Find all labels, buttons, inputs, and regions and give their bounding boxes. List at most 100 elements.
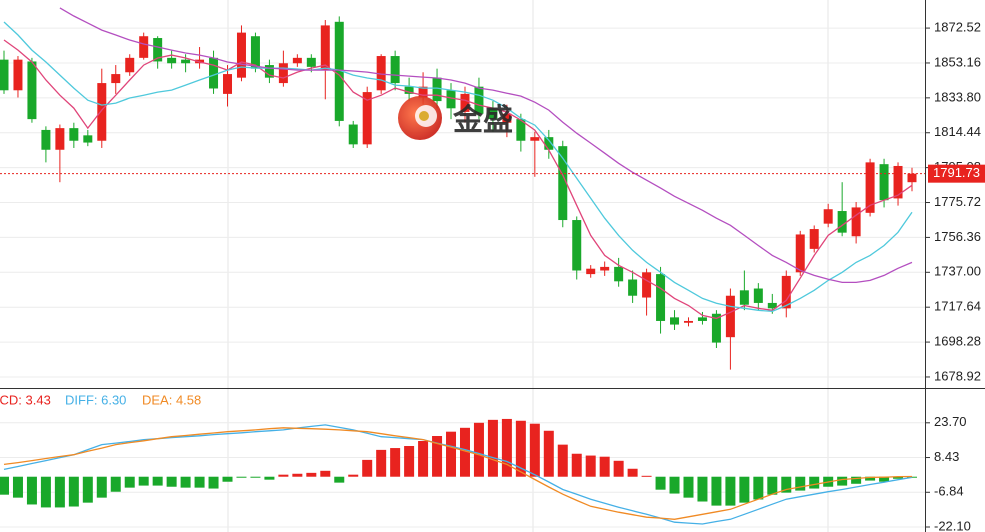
macd-bar xyxy=(82,476,93,503)
y-tick-label: 23.70 xyxy=(934,414,967,429)
candle-body xyxy=(544,137,554,150)
macd-bar xyxy=(264,476,275,480)
macd-bar xyxy=(194,476,205,488)
candle-body xyxy=(348,124,358,145)
macd-bar xyxy=(501,418,512,477)
y-tick-label: 1833.80 xyxy=(934,89,981,104)
macd-bar xyxy=(26,476,37,505)
macd-bar xyxy=(543,430,554,477)
candle-body xyxy=(753,288,763,303)
watermark: 金盛 xyxy=(398,96,513,140)
candle-body xyxy=(0,59,9,91)
candle-body xyxy=(893,165,903,199)
candle-body xyxy=(264,65,274,78)
y-tick-label: 1853.16 xyxy=(934,54,981,69)
y-tick-label: 1872.52 xyxy=(934,20,981,35)
candle-body xyxy=(767,302,777,309)
macd-bar xyxy=(669,476,680,494)
macd-bar xyxy=(627,468,638,477)
macd-bar xyxy=(250,476,261,478)
candle-body xyxy=(13,59,23,91)
macd-bar xyxy=(795,476,806,491)
macd-bar xyxy=(599,456,610,477)
macd-bar xyxy=(292,473,303,477)
candle-body xyxy=(879,164,889,201)
candle-body xyxy=(795,234,805,273)
macd-bar xyxy=(222,476,233,482)
legend-entry: DEA: 4.58 xyxy=(142,392,201,407)
candle-body xyxy=(125,57,135,73)
macd-bar xyxy=(152,476,163,486)
candle-body xyxy=(628,279,638,296)
macd-bar xyxy=(697,476,708,502)
y-tick-label: 1678.92 xyxy=(934,368,981,383)
candle-body xyxy=(181,59,191,64)
candle-body xyxy=(236,32,246,78)
y-tick-label: 1698.28 xyxy=(934,334,981,349)
macd-line xyxy=(3,427,913,520)
candle-body xyxy=(418,86,428,98)
moving-average-line xyxy=(3,39,913,320)
y-tick-label: 1814.44 xyxy=(934,124,981,139)
candle-body xyxy=(823,209,833,224)
macd-bar xyxy=(0,476,9,495)
macd-bar xyxy=(879,476,890,482)
macd-bar xyxy=(725,476,736,506)
macd-bar xyxy=(809,476,820,489)
macd-bar xyxy=(446,431,457,477)
macd-bar xyxy=(683,476,694,498)
y-tick-label: 1717.64 xyxy=(934,299,981,314)
candle-body xyxy=(502,113,512,123)
macd-bar xyxy=(306,472,317,477)
y-tick-label: 1737.00 xyxy=(934,264,981,279)
candle-body xyxy=(488,108,498,120)
y-tick-label: 8.43 xyxy=(934,449,959,464)
macd-bar xyxy=(571,453,582,477)
candle-body xyxy=(474,86,484,114)
macd-bar xyxy=(837,476,848,486)
candle-body xyxy=(306,57,316,67)
candle-body xyxy=(572,220,582,271)
candle-body xyxy=(697,317,707,321)
candle-body xyxy=(683,320,693,323)
macd-bar xyxy=(613,460,624,477)
macd-bar xyxy=(655,476,666,490)
y-tick-label: -6.84 xyxy=(934,484,964,499)
macd-bar xyxy=(68,476,79,507)
macd-bar xyxy=(278,474,289,477)
candle-body xyxy=(41,129,51,150)
macd-bar xyxy=(166,476,177,487)
macd-bar xyxy=(236,476,247,478)
macd-bar xyxy=(515,420,526,477)
candle-body xyxy=(809,229,819,249)
macd-bar xyxy=(907,476,917,478)
macd-bar xyxy=(893,476,904,479)
candle-body xyxy=(362,92,372,145)
candle-body xyxy=(670,317,680,325)
candle-body xyxy=(111,74,121,84)
macd-bar xyxy=(585,455,596,477)
candle-body xyxy=(656,274,666,321)
candle-body xyxy=(320,25,330,71)
candle-body xyxy=(907,173,917,183)
macd-bar xyxy=(54,476,65,508)
candle-body xyxy=(530,137,540,141)
candle-body xyxy=(614,266,624,282)
candle-body xyxy=(865,162,875,213)
macd-bar xyxy=(851,476,862,484)
macd-bar xyxy=(529,423,540,477)
macd-bar xyxy=(767,476,778,495)
macd-bar xyxy=(376,449,387,477)
macd-bar xyxy=(404,446,415,477)
candle-body xyxy=(586,268,596,275)
candle-body xyxy=(711,313,721,343)
macd-bar xyxy=(641,475,652,477)
macd-bar xyxy=(12,476,23,498)
moving-average-line xyxy=(3,21,913,313)
candle-body xyxy=(460,93,470,112)
candle-body xyxy=(558,146,568,221)
macd-bar xyxy=(348,474,359,477)
legend-macd: MACD: 3.43 xyxy=(0,392,51,407)
